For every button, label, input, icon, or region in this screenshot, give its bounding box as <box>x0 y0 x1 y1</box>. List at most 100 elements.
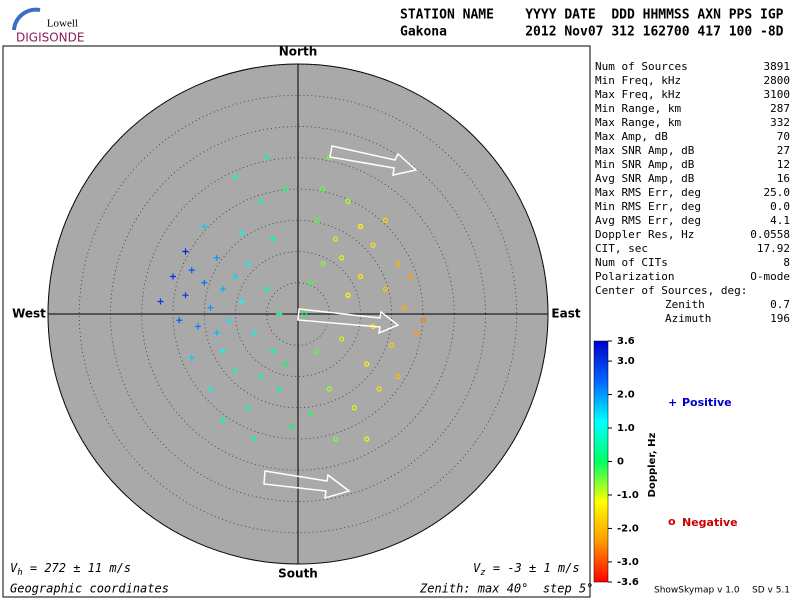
source-positive <box>245 404 251 411</box>
colorbar-tick-label: 3.0 <box>617 356 635 367</box>
source-negative <box>364 436 370 442</box>
legend-marker: o <box>668 515 676 528</box>
source-positive <box>238 229 245 236</box>
source-negative <box>389 342 395 348</box>
velocity-arrows <box>263 145 418 500</box>
source-negative <box>339 255 345 261</box>
source-negative <box>364 361 370 367</box>
stat-value: 70 <box>777 130 790 143</box>
stats: Num of Sources 3891 Min Freq, kHz 2800 Max F… <box>595 60 790 325</box>
stat-value: O-mode <box>750 270 790 283</box>
zenith-info: Zenith: max 40° step 5° <box>419 582 593 596</box>
source-positive <box>251 329 258 336</box>
source-negative <box>332 236 339 242</box>
stat-label: Num of Sources <box>595 60 688 73</box>
vz: Vz = -3 ± 1 m/s <box>473 561 580 578</box>
colorbar-tick-label: 1.0 <box>617 423 635 434</box>
colorbar-tick-label: 0 <box>617 457 624 468</box>
source-positive <box>238 298 245 305</box>
source-negative <box>307 411 314 417</box>
source-positive <box>263 154 270 161</box>
source-negative <box>339 336 345 342</box>
stat-value: 3100 <box>764 88 791 101</box>
source-positive <box>257 373 264 380</box>
source-positive <box>270 348 276 355</box>
colorbar-label: Doppler, Hz <box>647 433 658 498</box>
arrow <box>329 145 418 176</box>
logo-top: Lowell <box>47 18 78 30</box>
source-negative <box>401 305 407 311</box>
source-negative <box>414 330 420 336</box>
colorbar-tick-label: 2.0 <box>617 390 635 401</box>
source-positive <box>213 329 220 336</box>
source-negative <box>395 373 401 380</box>
direction-label: East <box>551 307 580 321</box>
legend-marker: + <box>668 396 677 409</box>
colorbar: 3.6 3.0 2.0 1.0 0 -1.0 -2.0 -3.0 -3.6 <box>593 336 639 588</box>
header-line: Gakona 2012 Nov07 312 162700 417 100 -8D <box>400 25 784 40</box>
source-positive <box>182 292 189 299</box>
source-positive <box>176 317 183 324</box>
source-positive <box>270 236 276 242</box>
source-negative <box>326 386 332 392</box>
stat-value: 287 <box>770 102 790 115</box>
stat-label: Max Range, km <box>595 116 681 129</box>
source-negative <box>307 280 314 286</box>
source-negative <box>382 217 389 223</box>
source-negative <box>407 273 414 280</box>
stat-value: 4.1 <box>770 214 790 227</box>
stat-value: 332 <box>770 116 790 129</box>
header-line: STATION NAME YYYY DATE DDD HHMMSS AXN PP… <box>400 8 784 23</box>
stat-label: Center of Sources, deg: <box>595 284 747 297</box>
source-positive <box>276 386 283 392</box>
source-positive <box>157 298 164 305</box>
vh: Vh = 272 ± 11 m/s <box>10 561 131 578</box>
stat-label: Zenith <box>665 298 705 311</box>
plot-frame <box>2 45 591 598</box>
colorbar-tick-label: -3.0 <box>617 557 639 568</box>
source-positive <box>232 173 239 180</box>
source-positive <box>245 261 251 267</box>
source-negative <box>301 311 307 317</box>
source-positive <box>282 186 289 192</box>
source-positive <box>251 436 258 442</box>
arrow <box>263 470 351 500</box>
direction-label: North <box>279 45 317 59</box>
source-positive <box>232 273 239 280</box>
stat-value: 2800 <box>764 74 791 87</box>
direction-label: West <box>12 307 46 321</box>
source-positive <box>207 386 214 392</box>
stat-label: Avg SNR Amp, dB <box>595 172 695 185</box>
stat-label: Max RMS Err, deg <box>595 186 701 199</box>
stat-value: 0.7 <box>770 298 790 311</box>
stat-label: Min Range, km <box>595 102 681 115</box>
stat-value: 8 <box>783 256 790 269</box>
stat-value: 0.0558 <box>750 228 790 241</box>
source-positive <box>257 198 264 205</box>
source-negative <box>320 186 326 192</box>
stat-label: CIT, sec <box>595 242 648 255</box>
stat-label: Min Freq, kHz <box>595 74 681 87</box>
colorbar-scale <box>593 340 609 583</box>
source-positive <box>201 279 208 286</box>
stat-value: 17.92 <box>757 242 790 255</box>
plot: North South West East <box>12 45 581 581</box>
source-negative <box>345 198 351 205</box>
source-negative <box>382 286 389 292</box>
direction-label: South <box>278 567 318 581</box>
stat-value: 3891 <box>764 60 791 73</box>
stat-label: Min SNR Amp, dB <box>595 158 695 171</box>
colorbar-tick-label: -2.0 <box>617 523 639 534</box>
source-positive <box>220 348 226 355</box>
stat-value: 0.0 <box>770 200 790 213</box>
stat-value: 27 <box>777 144 790 157</box>
source-positive <box>282 361 289 367</box>
stat-value: 25.0 <box>764 186 791 199</box>
stat-value: 12 <box>777 158 790 171</box>
source-positive <box>263 286 270 292</box>
colorbar-tick-label: 3.6 <box>617 336 635 347</box>
legend-label: Negative <box>682 516 738 529</box>
source-positive <box>220 286 226 292</box>
source-positive <box>276 311 283 317</box>
